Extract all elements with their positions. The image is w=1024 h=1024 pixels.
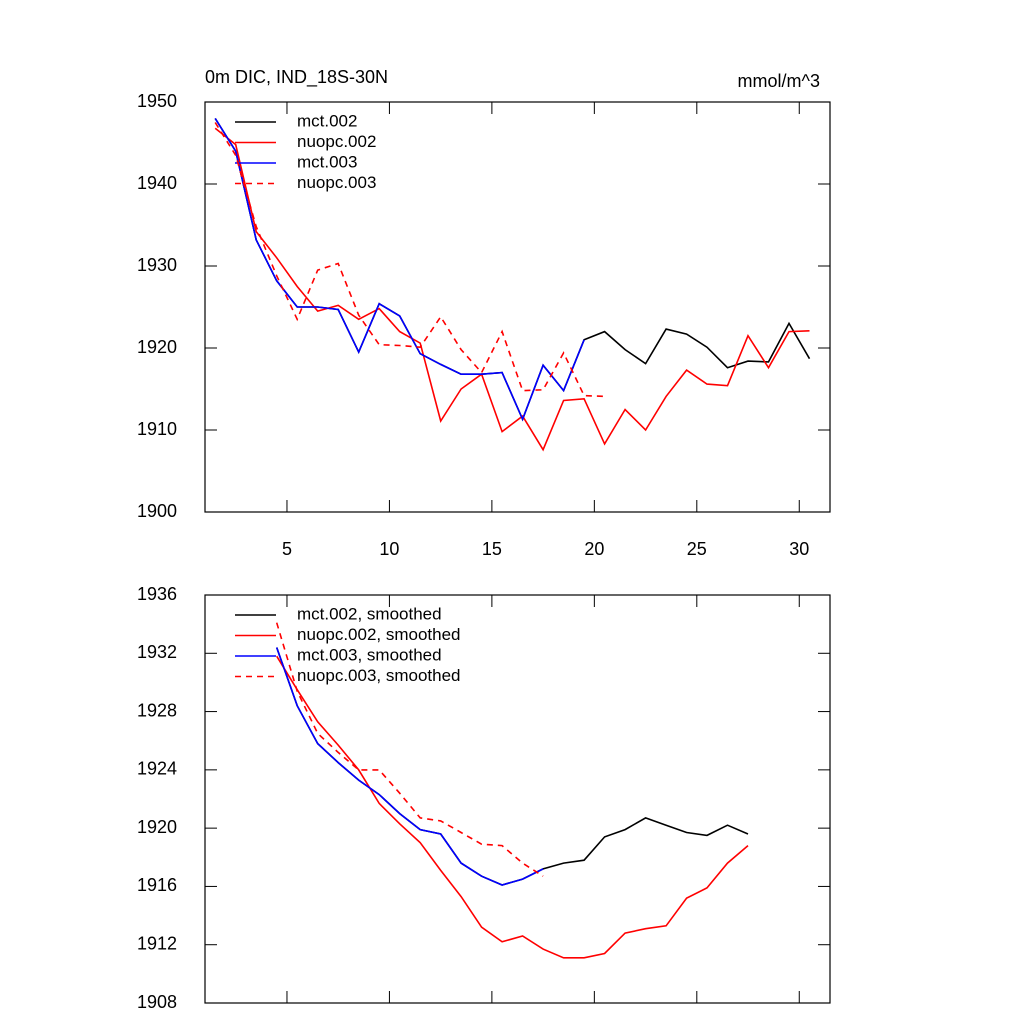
units-label: mmol/m^3 <box>738 71 820 91</box>
y-tick-label: 1928 <box>137 700 177 720</box>
legend-label: mct.002, smoothed <box>297 604 442 623</box>
y-tick-label: 1930 <box>137 255 177 275</box>
y-tick-label: 1920 <box>137 817 177 837</box>
series-line <box>275 647 544 886</box>
y-tick-label: 1950 <box>137 91 177 111</box>
series-line <box>276 655 749 959</box>
legend-label: nuopc.002, smoothed <box>297 625 461 644</box>
y-tick-label: 1924 <box>137 759 177 779</box>
y-tick-label: 1912 <box>137 933 177 953</box>
legend-label: nuopc.002 <box>297 132 376 151</box>
y-tick-label: 1910 <box>137 419 177 439</box>
x-tick-label: 5 <box>282 539 292 559</box>
x-tick-label: 15 <box>482 539 502 559</box>
x-tick-label: 10 <box>379 539 399 559</box>
y-tick-label: 1936 <box>137 584 177 604</box>
y-tick-label: 1908 <box>137 992 177 1012</box>
y-tick-label: 1940 <box>137 173 177 193</box>
x-tick-label: 30 <box>789 539 809 559</box>
legend-label: nuopc.003 <box>297 173 376 192</box>
y-tick-label: 1920 <box>137 337 177 357</box>
legend-label: mct.002 <box>297 111 357 130</box>
plot-frame <box>204 101 831 513</box>
y-tick-label: 1916 <box>137 875 177 895</box>
y-tick-label: 1900 <box>137 501 177 521</box>
legend-label: mct.003 <box>297 152 357 171</box>
legend-label: nuopc.003, smoothed <box>297 666 461 685</box>
x-tick-label: 25 <box>687 539 707 559</box>
legend-label: mct.003, smoothed <box>297 645 442 664</box>
y-tick-label: 1932 <box>137 642 177 662</box>
series-line <box>275 622 544 877</box>
series-line <box>214 122 605 398</box>
plot-frame <box>204 594 831 1004</box>
chart-title: 0m DIC, IND_18S-30N <box>205 67 388 88</box>
series-line <box>214 117 585 422</box>
x-tick-label: 20 <box>584 539 604 559</box>
